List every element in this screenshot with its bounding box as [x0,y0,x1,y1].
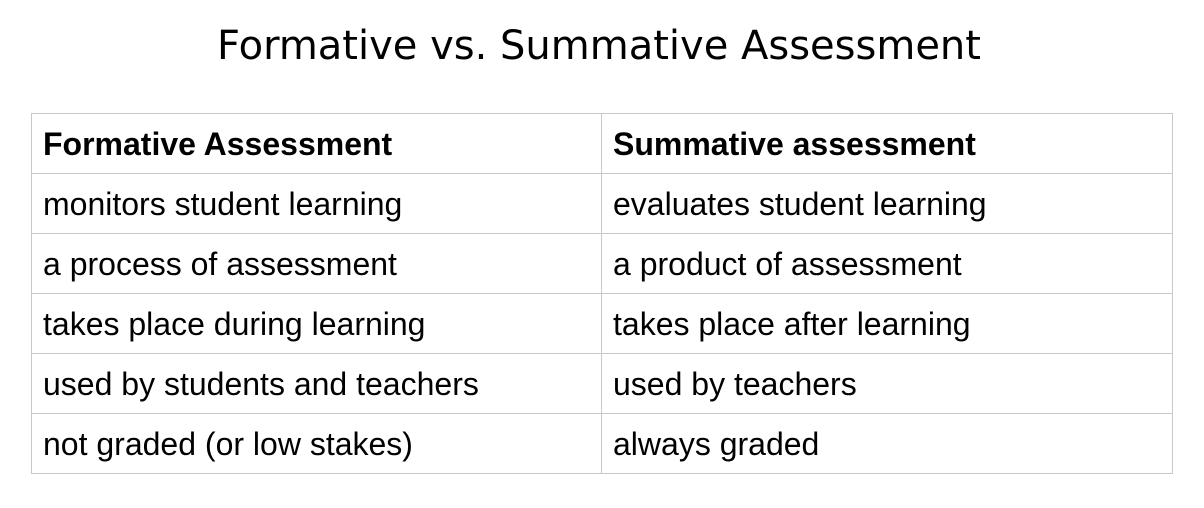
table-row: not graded (or low stakes) always graded [31,413,1173,474]
comparison-table: Formative Assessment Summative assessmen… [31,113,1173,474]
table-cell-formative: not graded (or low stakes) [31,413,602,474]
page-title: Formative vs. Summative Assessment [217,23,981,69]
table-row: used by students and teachers used by te… [31,353,1173,414]
column-header-formative: Formative Assessment [31,113,602,174]
table-row: takes place during learning takes place … [31,293,1173,354]
table-cell-formative: used by students and teachers [31,353,602,414]
table-cell-summative: a product of assessment [601,233,1173,294]
table-row: monitors student learning evaluates stud… [31,173,1173,234]
table-cell-formative: takes place during learning [31,293,602,354]
table-cell-summative: always graded [601,413,1173,474]
column-header-summative: Summative assessment [601,113,1173,174]
table-cell-summative: takes place after learning [601,293,1173,354]
table-cell-formative: a process of assessment [31,233,602,294]
table-cell-summative: evaluates student learning [601,173,1173,234]
table-cell-formative: monitors student learning [31,173,602,234]
table-header-row: Formative Assessment Summative assessmen… [31,113,1173,174]
table-cell-summative: used by teachers [601,353,1173,414]
table-row: a process of assessment a product of ass… [31,233,1173,294]
